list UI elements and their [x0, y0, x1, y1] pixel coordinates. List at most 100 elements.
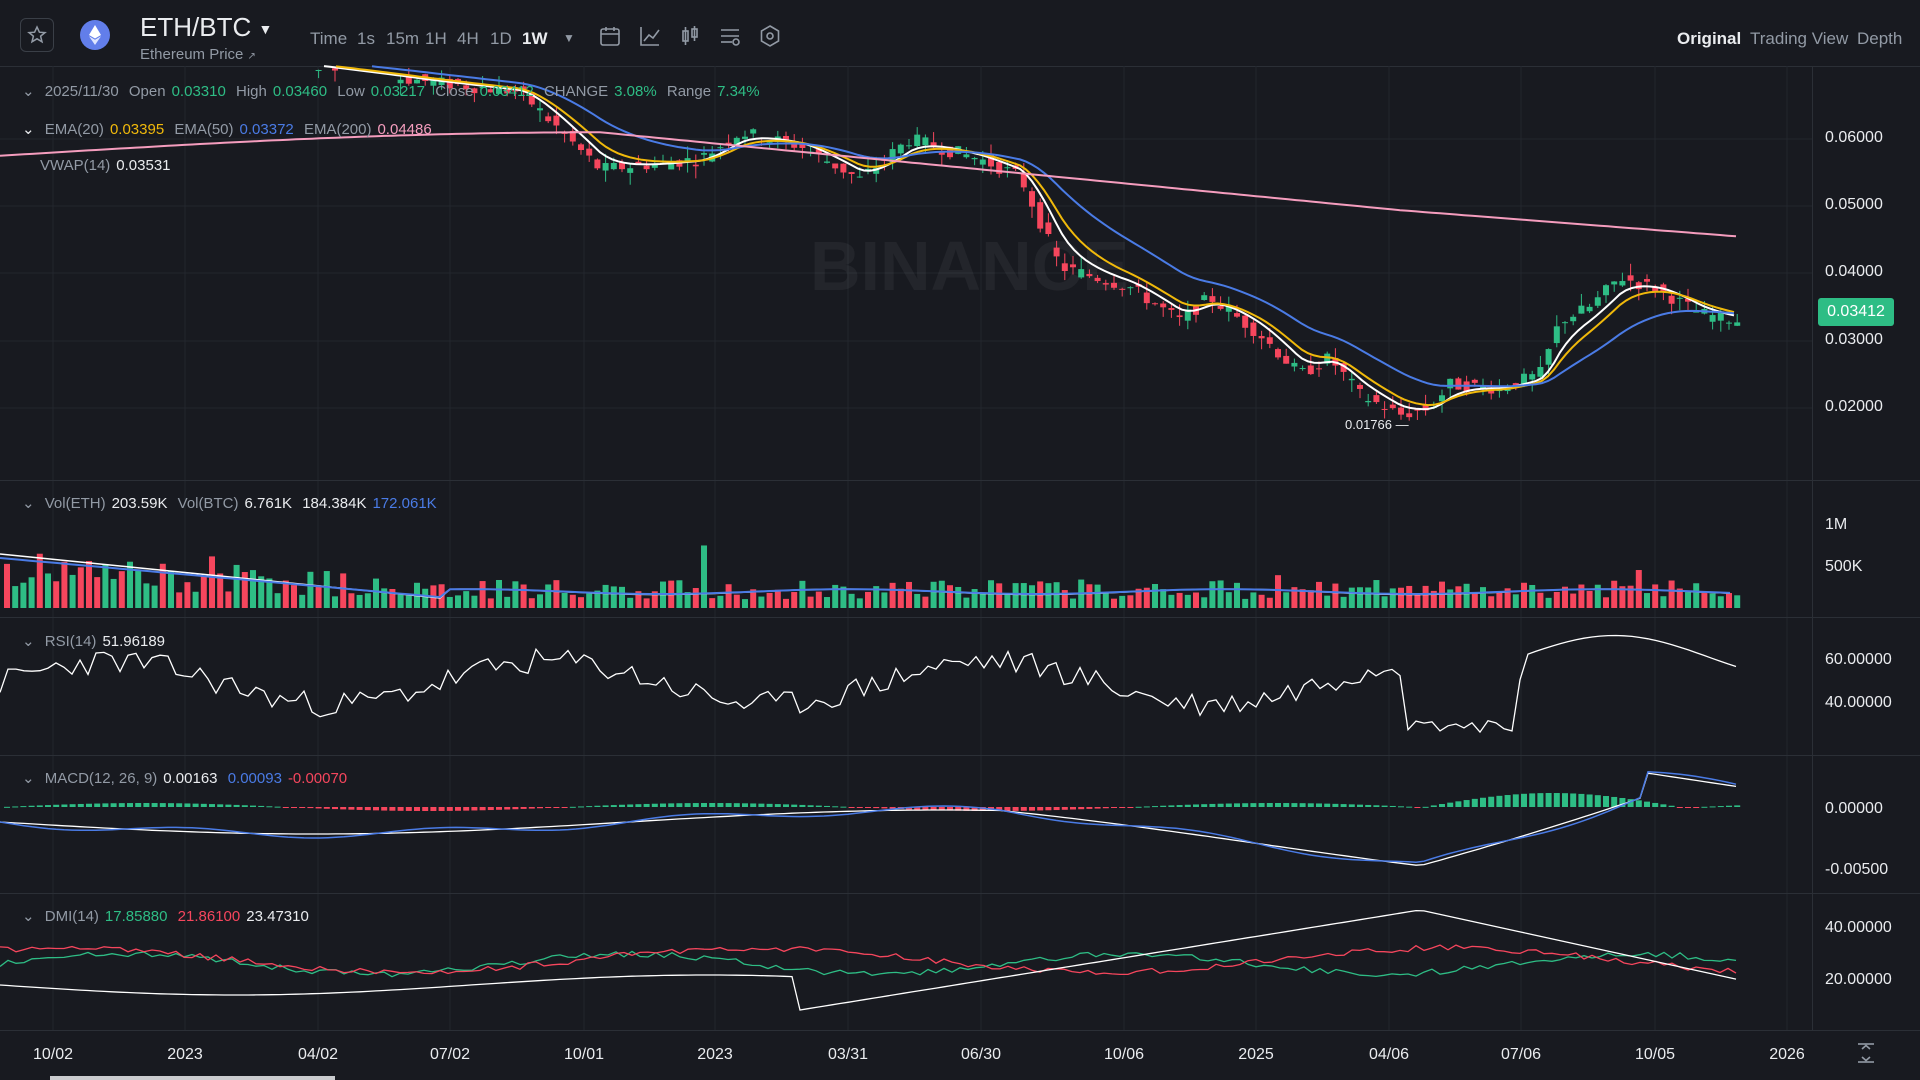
- macd-histogram-bar: [1316, 803, 1322, 807]
- indicators-icon[interactable]: [718, 24, 742, 48]
- tf-1w[interactable]: 1W: [522, 29, 548, 48]
- volume-bar: [1660, 596, 1667, 608]
- candle-style-icon[interactable]: [678, 24, 702, 48]
- macd-histogram-bar: [430, 807, 437, 811]
- macd-histogram-bar: [807, 805, 814, 807]
- macd-histogram-bar: [77, 803, 84, 807]
- volume-bar: [184, 582, 191, 608]
- settings-icon[interactable]: [758, 24, 782, 48]
- macd-histogram-bar: [520, 807, 527, 809]
- volume-bar: [1176, 592, 1183, 608]
- candle-body: [635, 161, 642, 164]
- chart-type-icon[interactable]: [638, 24, 662, 48]
- macd-histogram-bar: [1234, 803, 1240, 807]
- candle-body: [1201, 295, 1208, 300]
- macd-histogram-bar: [586, 806, 593, 808]
- volume-bar: [1512, 594, 1519, 608]
- volume-bar: [1414, 594, 1421, 608]
- volume-bar: [742, 599, 748, 608]
- macd-histogram-bar: [1529, 793, 1536, 807]
- macd-histogram-bar: [1332, 803, 1339, 807]
- tf-1h[interactable]: 1H: [425, 29, 447, 48]
- time-tick: 10/06: [1103, 1046, 1145, 1063]
- candle-body: [1029, 191, 1035, 207]
- more-timeframes-icon[interactable]: ▼: [563, 31, 575, 45]
- time-scrollbar[interactable]: [50, 1076, 335, 1080]
- volume-bar: [947, 585, 953, 608]
- tf-15m[interactable]: 15m: [386, 29, 420, 48]
- candle-body: [1644, 279, 1650, 282]
- macd-histogram-bar: [69, 804, 76, 807]
- macd-histogram-bar: [799, 804, 806, 807]
- volume-bar: [1619, 586, 1626, 608]
- collapse-chevron-icon[interactable]: ⌄: [22, 908, 35, 925]
- time-tick: 2023: [697, 1046, 733, 1063]
- candle-body: [610, 162, 617, 170]
- macd-histogram-bar: [143, 803, 150, 807]
- tf-time[interactable]: Time: [310, 29, 348, 48]
- volume-bar: [225, 591, 232, 608]
- candle-body: [1176, 315, 1183, 318]
- candle-body: [988, 155, 994, 167]
- volume-bar: [250, 570, 256, 608]
- collapse-chevron-icon[interactable]: ⌄: [22, 495, 35, 512]
- macd-histogram-bar: [168, 803, 174, 807]
- macd-histogram-bar: [1553, 793, 1560, 807]
- collapse-chevron-icon[interactable]: ⌄: [22, 83, 35, 100]
- volume-bar: [291, 585, 297, 608]
- macd-histogram-bar: [28, 805, 35, 807]
- macd-histogram-bar: [1611, 796, 1618, 807]
- candle-body: [1045, 222, 1052, 235]
- macd-histogram-bar: [1668, 805, 1675, 807]
- pair-selector[interactable]: ETH/BTC ▼: [140, 12, 272, 43]
- volume-bar: [1496, 592, 1503, 608]
- volume-bar: [840, 586, 847, 608]
- candle-body: [1217, 305, 1224, 309]
- macd-histogram-bar: [159, 803, 166, 807]
- price-tick: 0.02000: [1825, 398, 1883, 415]
- pane-divider[interactable]: [0, 893, 1920, 894]
- tf-1d[interactable]: 1D: [490, 29, 512, 48]
- volume-bar: [1586, 590, 1593, 608]
- macd-histogram-bar: [94, 803, 101, 807]
- macd-histogram-bar: [971, 807, 978, 811]
- volume-bar: [1258, 594, 1265, 608]
- collapse-chevron-icon[interactable]: ⌄: [22, 633, 35, 650]
- candle-body: [1365, 400, 1372, 403]
- tf-4h[interactable]: 4H: [457, 29, 479, 48]
- volume-bar: [561, 592, 568, 608]
- candle-body: [1316, 368, 1322, 370]
- pair-subtitle[interactable]: Ethereum Price ↗: [140, 46, 256, 63]
- pane-divider[interactable]: [0, 480, 1920, 481]
- collapse-chevron-icon[interactable]: ⌄: [22, 121, 35, 138]
- candle-body: [520, 86, 527, 90]
- candle-body: [1053, 247, 1060, 257]
- candle-body: [1234, 313, 1240, 317]
- volume-bar: [1348, 587, 1355, 608]
- calendar-icon[interactable]: [598, 24, 622, 48]
- price-tick: 0.04000: [1825, 263, 1883, 280]
- scroll-to-latest-icon[interactable]: [1855, 1042, 1877, 1064]
- pane-divider[interactable]: [0, 1030, 1920, 1031]
- tab-depth[interactable]: Depth: [1857, 29, 1903, 48]
- favorite-star-icon[interactable]: [20, 18, 54, 52]
- candle-body: [1447, 378, 1454, 389]
- macd-histogram-bar: [865, 807, 871, 808]
- volume-bar: [1529, 584, 1536, 608]
- volume-bar: [537, 594, 543, 608]
- candle-body: [799, 143, 806, 148]
- candle-body: [405, 76, 412, 84]
- candle-body: [897, 144, 904, 154]
- tf-1s[interactable]: 1s: [357, 29, 375, 48]
- collapse-chevron-icon[interactable]: ⌄: [22, 770, 35, 787]
- macd-histogram-bar: [1660, 804, 1667, 807]
- macd-histogram-bar: [1594, 795, 1601, 807]
- pane-divider[interactable]: [0, 755, 1920, 756]
- volume-bar: [86, 561, 92, 608]
- tab-original[interactable]: Original: [1677, 29, 1742, 48]
- macd-histogram-bar: [1504, 795, 1511, 807]
- pane-divider[interactable]: [0, 617, 1920, 618]
- tab-trading-view[interactable]: Trading View: [1750, 29, 1849, 48]
- volume-bar: [1012, 583, 1019, 608]
